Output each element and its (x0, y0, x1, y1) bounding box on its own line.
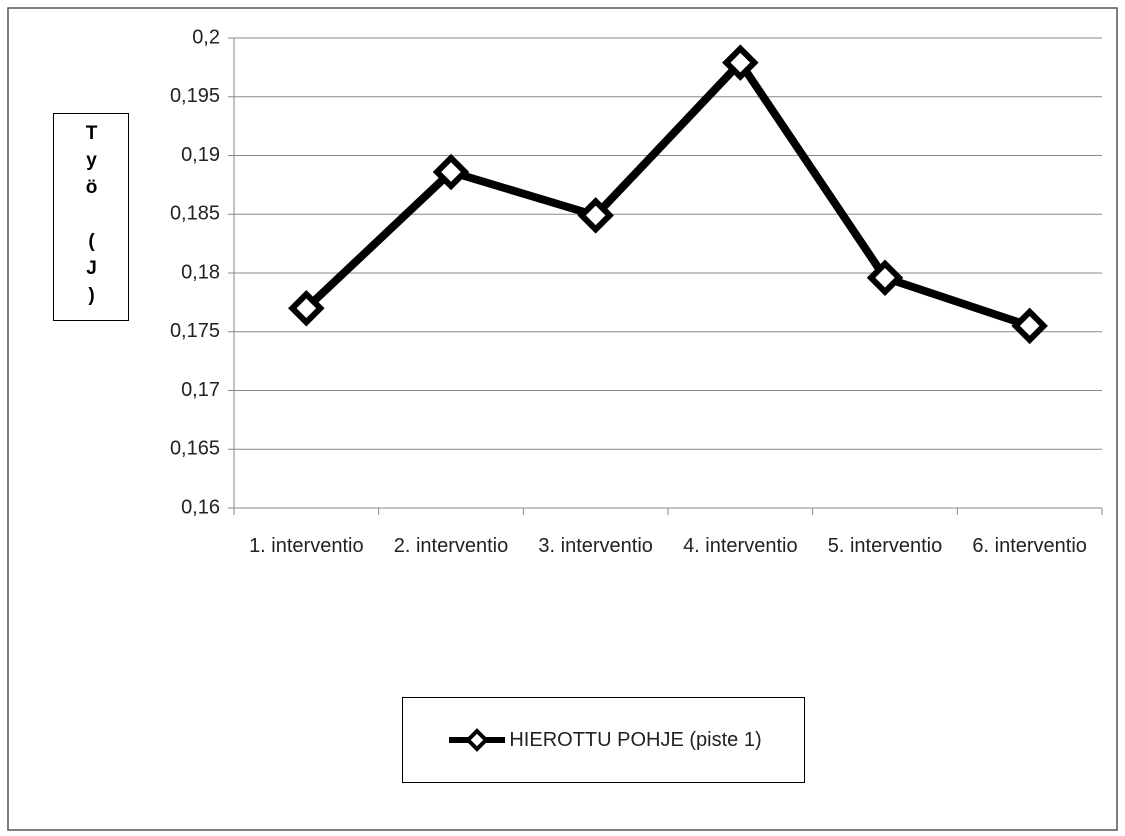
x-tick-label: 5. interventio (827, 535, 943, 557)
y-tick-label: 0,2 (192, 26, 220, 48)
legend-label: HIEROTTU POHJE (piste 1) (509, 728, 762, 751)
marker (432, 153, 470, 191)
y-tick-label: 0,18 (181, 261, 220, 283)
y-tick-label: 0,16 (181, 496, 220, 518)
marker (1011, 307, 1048, 345)
y-tick-label: 0,17 (181, 379, 220, 401)
y-tick-label: 0,195 (170, 85, 220, 107)
x-tick-label: 2. interventio (393, 535, 509, 557)
legend: HIEROTTU POHJE (piste 1) (402, 697, 805, 783)
x-tick-slot: 1. interventio (249, 535, 364, 557)
marker (722, 44, 759, 81)
y-tick-label: 0,185 (170, 203, 220, 225)
y-tick-label: 0,175 (170, 320, 220, 342)
line (303, 58, 1031, 330)
legend-marker (465, 728, 490, 752)
x-tick-slot: 2. interventio (393, 535, 509, 557)
x-tick-slot: 6. interventio (972, 535, 1087, 557)
x-tick-label: 6. interventio (972, 535, 1087, 557)
marker (866, 259, 904, 296)
x-tick-label: 3. interventio (538, 535, 653, 557)
x-tick-label: 4. interventio (683, 535, 798, 557)
y-tick-label: 0,19 (181, 144, 220, 166)
x-tick-slot: 4. interventio (683, 535, 798, 557)
y-tick-label: 0,165 (170, 438, 220, 460)
marker (288, 290, 325, 327)
marker (577, 197, 614, 234)
chart-border (7, 7, 1118, 831)
y-axis-box: Työ (J) (53, 113, 129, 321)
x-tick-slot: 5. interventio (827, 535, 943, 557)
x-tick-slot: 3. interventio (538, 535, 653, 557)
y-axis-label: Työ (J) (81, 122, 102, 312)
legend-key (449, 728, 506, 752)
x-tick-label: 1. interventio (249, 535, 364, 557)
